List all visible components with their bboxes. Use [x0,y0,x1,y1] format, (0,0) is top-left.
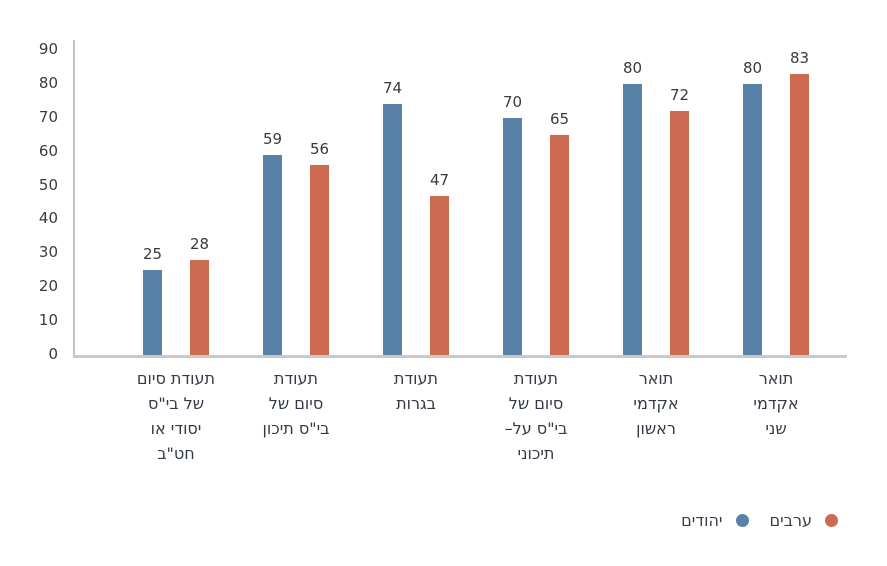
bar-jews-cat0 [143,270,162,355]
y-axis-tick-label: 10 [38,311,58,330]
bar-jews-cat1 [263,155,282,355]
y-axis-tick-label: 0 [48,345,58,363]
bar-value-label: 56 [309,140,330,158]
y-axis-tick-label: 40 [38,209,58,228]
bar-arabs-cat1 [310,165,329,355]
legend: ערבים יהודים [681,511,838,530]
legend-label-arabs: ערבים [769,511,813,530]
legend-item-jews: יהודים [681,511,749,530]
y-axis-tick-label: 90 [38,40,58,58]
x-axis-category-label: תואר אקדמי ראשון [633,369,679,438]
y-axis-tick-label: 60 [38,141,58,160]
legend-dot-jews [735,514,749,527]
y-axis-tick-label: 80 [38,73,58,92]
bar-value-label: 59 [262,130,283,148]
legend-label-jews: יהודים [681,511,723,530]
bar-value-label: 83 [789,49,810,67]
bar-value-label: 28 [189,235,210,253]
bar-value-label: 47 [429,171,450,189]
bar-value-label: 72 [669,86,690,104]
bar-jews-cat5 [743,84,762,355]
bar-value-label: 80 [742,59,763,77]
y-axis-line [73,40,75,358]
x-axis-category-label: תעודת בגרות [393,369,439,413]
y-axis-tick-label: 70 [38,107,58,126]
bar-jews-cat2 [383,104,402,355]
bar-value-label: 65 [549,110,570,128]
bar-jews-cat4 [623,84,642,355]
y-axis-tick-label: 20 [38,277,58,296]
bar-arabs-cat4 [670,111,689,355]
legend-dot-arabs [825,514,838,527]
x-axis-line [73,355,847,358]
x-axis-category-label: תעודת סיום של בי"ס על– תיכוני [504,369,568,463]
bar-arabs-cat0 [190,260,209,355]
bar-arabs-cat5 [790,74,809,355]
legend-item-arabs: ערבים [769,511,838,530]
bar-arabs-cat2 [430,196,449,355]
x-axis-category-label: תעודת סיום של בי"ס תיכון [262,369,330,438]
bar-arabs-cat3 [550,135,569,355]
y-axis-tick-label: 30 [38,243,58,262]
bar-value-label: 74 [382,79,403,97]
bar-value-label: 70 [502,93,523,111]
bar-value-label: 25 [142,245,163,263]
bar-value-label: 80 [622,59,643,77]
bar-jews-cat3 [503,118,522,355]
x-axis-category-label: תעודת סיום של בי"ס יסודי או חט"ב [136,369,216,463]
x-axis-category-label: תואר אקדמי שני [753,369,799,438]
y-axis-tick-label: 50 [38,175,58,194]
